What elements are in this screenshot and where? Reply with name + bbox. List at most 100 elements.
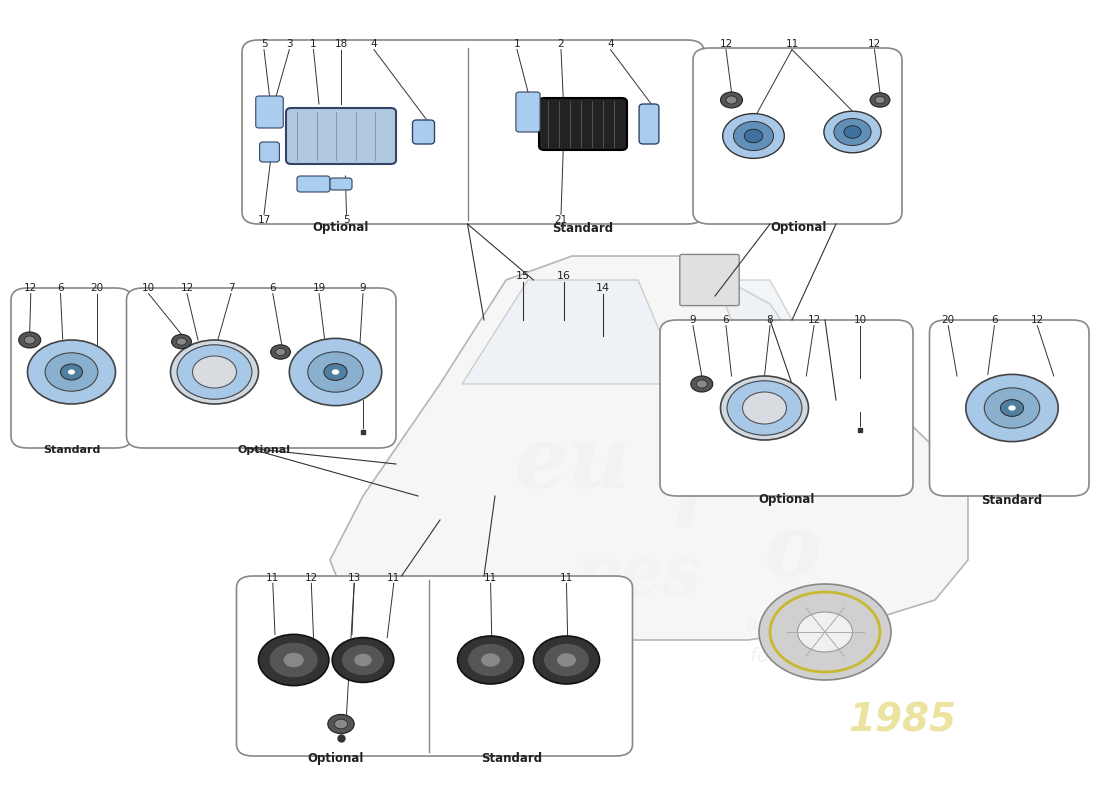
FancyBboxPatch shape bbox=[11, 288, 132, 448]
Text: 13: 13 bbox=[348, 573, 361, 582]
FancyBboxPatch shape bbox=[255, 96, 284, 128]
Text: 3: 3 bbox=[286, 39, 293, 49]
Circle shape bbox=[481, 653, 500, 667]
Text: a passion: a passion bbox=[746, 614, 838, 634]
Circle shape bbox=[45, 353, 98, 391]
FancyBboxPatch shape bbox=[680, 254, 739, 306]
Text: 4: 4 bbox=[371, 39, 377, 49]
Circle shape bbox=[844, 126, 861, 138]
FancyBboxPatch shape bbox=[930, 320, 1089, 496]
Text: 10: 10 bbox=[142, 283, 155, 293]
Text: 11: 11 bbox=[484, 573, 497, 582]
Text: 9: 9 bbox=[690, 315, 696, 325]
FancyBboxPatch shape bbox=[242, 40, 704, 224]
Circle shape bbox=[745, 130, 762, 142]
Circle shape bbox=[834, 118, 871, 146]
Circle shape bbox=[727, 381, 802, 435]
Text: Optional: Optional bbox=[307, 752, 364, 765]
Circle shape bbox=[283, 652, 305, 668]
Circle shape bbox=[170, 340, 258, 404]
Text: 19: 19 bbox=[312, 283, 326, 293]
Text: Optional: Optional bbox=[758, 494, 815, 506]
Circle shape bbox=[720, 376, 808, 440]
Text: 17: 17 bbox=[257, 215, 271, 225]
Text: 11: 11 bbox=[560, 573, 573, 582]
FancyBboxPatch shape bbox=[539, 98, 627, 150]
Circle shape bbox=[429, 608, 495, 656]
Text: 11: 11 bbox=[387, 573, 400, 582]
Circle shape bbox=[24, 336, 35, 344]
Circle shape bbox=[723, 114, 784, 158]
Text: 12: 12 bbox=[807, 315, 821, 325]
Circle shape bbox=[691, 376, 713, 392]
Text: 1: 1 bbox=[514, 39, 520, 49]
Circle shape bbox=[323, 363, 348, 381]
Circle shape bbox=[19, 332, 41, 348]
Circle shape bbox=[308, 352, 363, 392]
FancyBboxPatch shape bbox=[330, 178, 352, 190]
Circle shape bbox=[696, 380, 707, 388]
FancyBboxPatch shape bbox=[660, 320, 913, 496]
Circle shape bbox=[798, 612, 852, 652]
FancyBboxPatch shape bbox=[297, 176, 330, 192]
Circle shape bbox=[176, 338, 186, 346]
Text: Optional: Optional bbox=[770, 222, 827, 234]
PathPatch shape bbox=[330, 256, 968, 640]
Text: 7: 7 bbox=[228, 283, 234, 293]
Circle shape bbox=[332, 370, 339, 374]
Text: o: o bbox=[763, 510, 821, 594]
FancyBboxPatch shape bbox=[236, 576, 632, 756]
Circle shape bbox=[270, 642, 318, 678]
Circle shape bbox=[1001, 400, 1024, 416]
Text: r: r bbox=[670, 462, 716, 546]
Circle shape bbox=[876, 96, 884, 104]
Circle shape bbox=[870, 93, 890, 107]
Circle shape bbox=[458, 636, 524, 684]
Circle shape bbox=[468, 643, 514, 677]
Circle shape bbox=[192, 356, 236, 388]
Text: 12: 12 bbox=[24, 283, 37, 293]
Circle shape bbox=[332, 638, 394, 682]
Circle shape bbox=[726, 96, 737, 104]
Circle shape bbox=[720, 92, 742, 108]
Circle shape bbox=[543, 643, 590, 677]
Text: 5: 5 bbox=[261, 39, 267, 49]
Circle shape bbox=[334, 719, 348, 729]
Circle shape bbox=[984, 388, 1040, 428]
Text: 6: 6 bbox=[991, 315, 998, 325]
Circle shape bbox=[172, 334, 191, 349]
Circle shape bbox=[328, 714, 354, 734]
Circle shape bbox=[289, 338, 382, 406]
Text: eu: eu bbox=[514, 422, 630, 506]
Circle shape bbox=[177, 345, 252, 399]
Text: 12: 12 bbox=[305, 573, 318, 582]
Text: Standard: Standard bbox=[481, 752, 542, 765]
Circle shape bbox=[341, 644, 385, 676]
Circle shape bbox=[271, 345, 290, 359]
Circle shape bbox=[759, 584, 891, 680]
Circle shape bbox=[742, 392, 786, 424]
Circle shape bbox=[824, 111, 881, 153]
Text: 12: 12 bbox=[180, 283, 194, 293]
Text: 9: 9 bbox=[360, 283, 366, 293]
FancyBboxPatch shape bbox=[412, 120, 434, 144]
Text: 1985: 1985 bbox=[848, 701, 956, 739]
Text: 12: 12 bbox=[1031, 315, 1044, 325]
Text: 21: 21 bbox=[554, 215, 568, 225]
Text: Standard: Standard bbox=[43, 445, 100, 454]
FancyBboxPatch shape bbox=[693, 48, 902, 224]
Text: 20: 20 bbox=[90, 283, 103, 293]
Text: 20: 20 bbox=[942, 315, 955, 325]
Text: 1: 1 bbox=[310, 39, 317, 49]
Text: 18: 18 bbox=[334, 39, 348, 49]
Circle shape bbox=[534, 636, 600, 684]
PathPatch shape bbox=[715, 280, 814, 360]
Text: 12: 12 bbox=[868, 39, 881, 49]
Text: 4: 4 bbox=[607, 39, 614, 49]
Text: 6: 6 bbox=[723, 315, 729, 325]
Text: 15: 15 bbox=[516, 271, 529, 281]
FancyBboxPatch shape bbox=[126, 288, 396, 448]
Circle shape bbox=[1009, 406, 1015, 410]
Text: Optional: Optional bbox=[238, 445, 290, 454]
Text: 12: 12 bbox=[719, 39, 733, 49]
